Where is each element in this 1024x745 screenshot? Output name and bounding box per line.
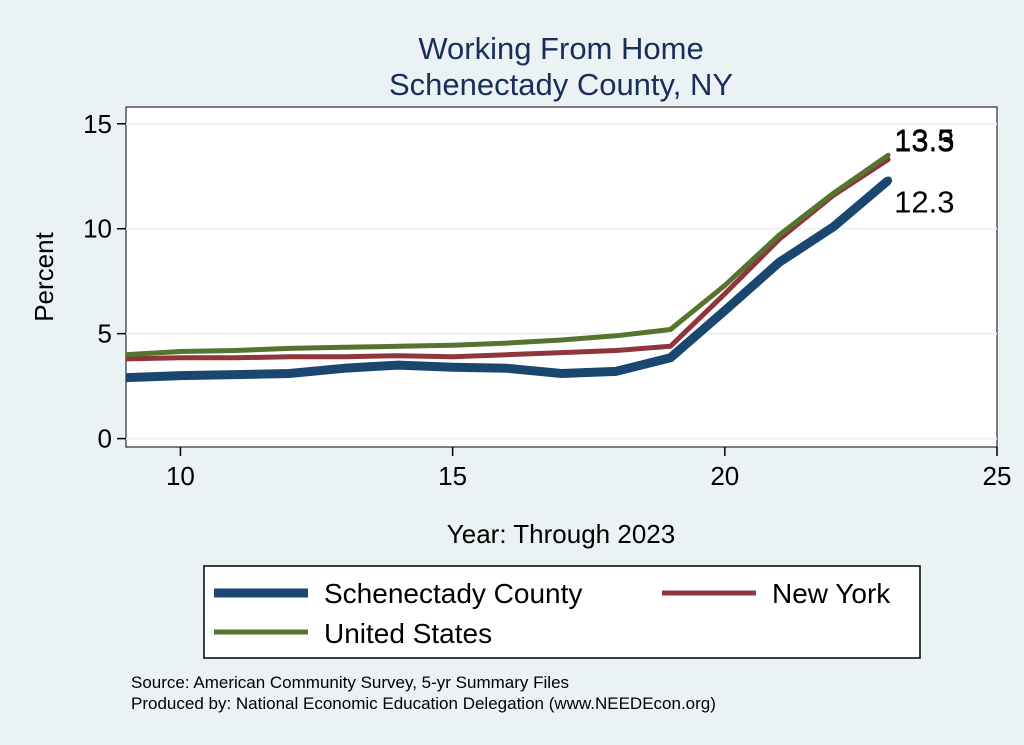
series-lines	[125, 152, 893, 383]
series-end-point-schenectady	[884, 176, 893, 185]
series-end-point-united-states	[885, 152, 891, 158]
plot-area	[125, 106, 998, 448]
x-axis-label: Year: Through 2023	[447, 519, 675, 549]
end-labels: 13.513.3 12.3	[894, 122, 954, 219]
source-line-1: Source: American Community Survey, 5-yr …	[131, 673, 569, 692]
y-axis-label: Percent	[29, 231, 59, 321]
legend-box	[203, 565, 921, 659]
x-tick-label: 15	[438, 461, 467, 491]
y-tick-label: 5	[98, 319, 112, 349]
x-tick-label: 25	[983, 461, 1012, 491]
series-line-schenectady	[125, 177, 892, 383]
axes: 0 5 10 15 10 15 20 25	[83, 109, 1011, 491]
source-line-2: Produced by: National Economic Education…	[131, 694, 716, 713]
legend-label-united-states: United States	[324, 618, 492, 649]
end-label-united-states: 13.5	[894, 122, 954, 157]
x-tick-label: 20	[710, 461, 739, 491]
y-tick-label: 0	[98, 424, 112, 454]
y-tick-label: 10	[83, 214, 112, 244]
chart-subtitle: Schenectady County, NY	[389, 67, 733, 102]
y-tick-label: 15	[83, 109, 112, 139]
end-label-schenectady: 12.3	[894, 184, 954, 219]
x-tick-label: 10	[166, 461, 195, 491]
legend: Schenectady County New York United State…	[203, 565, 921, 659]
end-label-new-york: 13.3	[894, 123, 954, 158]
series-line-new-york	[125, 157, 890, 362]
legend-label-new-york: New York	[772, 578, 891, 609]
gridlines	[126, 122, 997, 440]
chart-title: Working From Home	[418, 31, 703, 66]
legend-label-schenectady: Schenectady County	[324, 578, 582, 609]
series-line-united-states	[125, 153, 890, 358]
